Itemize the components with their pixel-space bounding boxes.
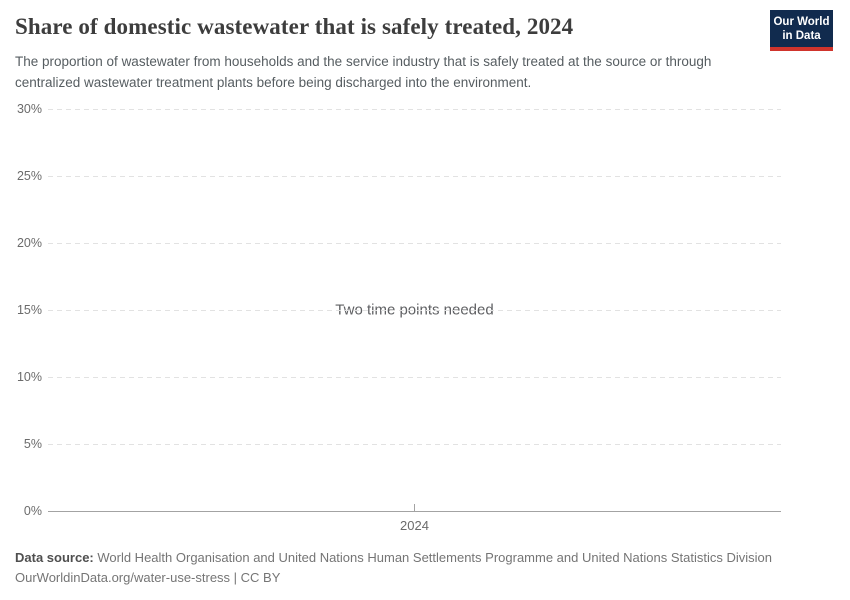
chart-footer: Data source: World Health Organisation a… [15, 548, 835, 588]
y-tick-label-25%: 25% [16, 169, 42, 183]
y-axis-labels: 0% 5% 10% 15% 20% 25% 30% [0, 102, 42, 518]
y-tick-label-10%: 10% [16, 370, 42, 384]
y-tick-label-30%: 30% [16, 102, 42, 116]
owid-logo-line2: in Data [782, 29, 821, 42]
y-tick-label-20%: 20% [16, 236, 42, 250]
x-axis-tick-mark [414, 504, 415, 512]
owid-logo[interactable]: Our World in Data [770, 10, 833, 51]
owid-logo-line1: Our World [773, 15, 830, 28]
gridline-25% [48, 176, 781, 177]
data-source-line: Data source: World Health Organisation a… [15, 548, 835, 568]
gridline-15% [48, 310, 781, 311]
chart-subtitle: The proportion of wastewater from househ… [15, 54, 712, 90]
gridline-20% [48, 243, 781, 244]
y-tick-label-15%: 15% [16, 303, 42, 317]
data-source-text: World Health Organisation and United Nat… [93, 550, 772, 565]
citation-line[interactable]: OurWorldinData.org/water-use-stress | CC… [15, 570, 281, 585]
page-title: Share of domestic wastewater that is saf… [15, 14, 574, 39]
y-tick-label-5%: 5% [23, 437, 42, 451]
gridline-30% [48, 109, 781, 110]
gridline-0% [48, 511, 781, 512]
x-axis-tick-label: 2024 [400, 518, 429, 533]
data-source-label: Data source: [15, 550, 94, 565]
y-tick-label-0%: 0% [23, 504, 42, 518]
plot-area: 2024 Two time points needed [48, 109, 781, 533]
gridline-10% [48, 377, 781, 378]
gridline-5% [48, 444, 781, 445]
